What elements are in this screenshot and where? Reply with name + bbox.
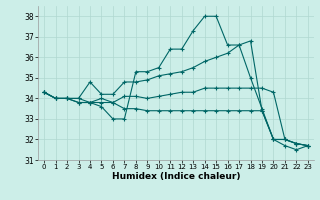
X-axis label: Humidex (Indice chaleur): Humidex (Indice chaleur) — [112, 172, 240, 181]
